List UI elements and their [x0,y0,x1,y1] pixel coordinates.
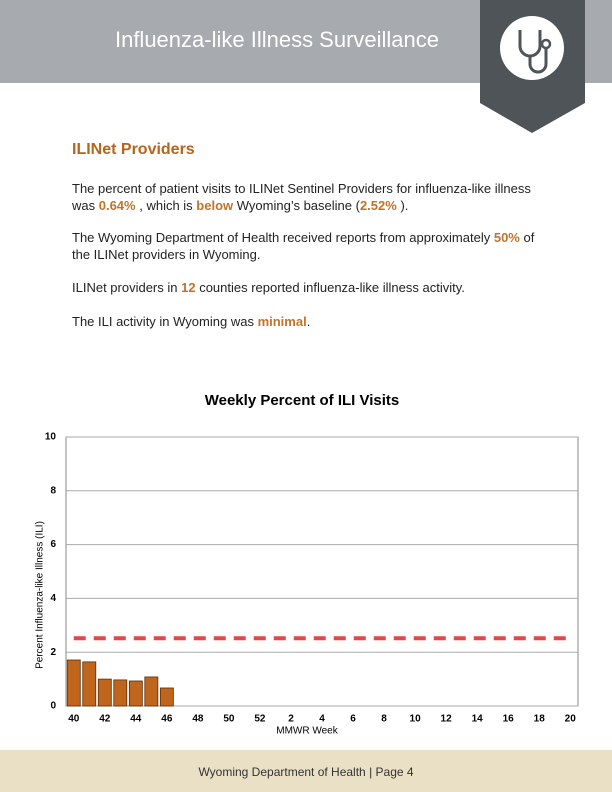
paragraph: The Wyoming Department of Health receive… [72,229,542,263]
text: , which is [135,198,197,213]
icon-circle [500,16,564,80]
x-tick-label: 48 [192,714,204,725]
x-tick-label: 8 [381,714,387,725]
x-tick-label: 12 [441,714,453,725]
highlight-text: 12 [181,280,196,295]
highlight-text: 0.64% [98,198,136,213]
highlight-text: below [196,198,234,213]
text: ILINet providers in [72,280,182,295]
bar [159,687,174,707]
text: The ILI activity in Wyoming was [72,314,258,329]
footer-text: Wyoming Department of Health | Page 4 [198,765,413,779]
text: counties reported influenza-like illness… [195,280,465,295]
x-tick-label: 46 [161,714,173,725]
y-tick-label: 6 [50,539,56,550]
x-tick-label: 18 [534,714,546,725]
text: The Wyoming Department of Health receive… [72,230,494,245]
paragraph: The percent of patient visits to ILINet … [72,180,542,214]
x-tick-label: 2 [288,714,294,725]
chart-title: Weekly Percent of ILI Visits [205,392,400,409]
x-tick-label: 10 [410,714,422,725]
x-axis-title: MMWR Week [276,726,338,737]
highlight-text: minimal [257,314,307,329]
x-tick-label: 20 [565,714,577,725]
y-tick-label: 0 [50,701,56,712]
stethoscope-bell [540,38,552,50]
x-tick-label: 6 [350,714,356,725]
x-tick-label: 44 [130,714,142,725]
x-tick-label: 40 [68,714,80,725]
highlight-text: 50% [493,230,520,245]
text: The percent of patient visits to ILINet … [72,181,531,213]
header-title: Influenza-like Illness Surveillance [115,27,439,52]
x-tick-label: 50 [223,714,235,725]
paragraph: The ILI activity in Wyoming was minimal. [72,313,542,330]
x-tick-label: 4 [319,714,325,725]
y-axis-title: Percent Influenza-like Illness (ILI) [35,521,46,669]
text: Wyoming’s baseline ( [233,198,360,213]
highlight-text: 2.52% [359,198,397,213]
section-heading: ILINet Providers [72,141,195,158]
bar [128,680,143,707]
x-tick-label: 16 [503,714,515,725]
bar [82,661,97,707]
y-tick-label: 4 [50,593,56,604]
y-tick-label: 10 [45,432,57,443]
plot-area [65,436,579,707]
stethoscope-icon [518,30,548,74]
x-tick-label: 52 [254,714,266,725]
bar [144,676,159,707]
text: of the ILINet providers in Wyoming. [72,230,535,262]
text: ). [396,198,409,213]
bar [66,659,81,707]
y-tick-label: 8 [50,485,56,496]
paragraph: ILINet providers in 12 counties reported… [72,279,542,296]
bar [113,679,128,707]
x-tick-label: 14 [472,714,484,725]
y-tick-label: 2 [50,647,56,658]
footer-band [0,750,612,792]
bar [97,678,112,707]
x-tick-label: 42 [99,714,111,725]
text: . [306,314,311,329]
